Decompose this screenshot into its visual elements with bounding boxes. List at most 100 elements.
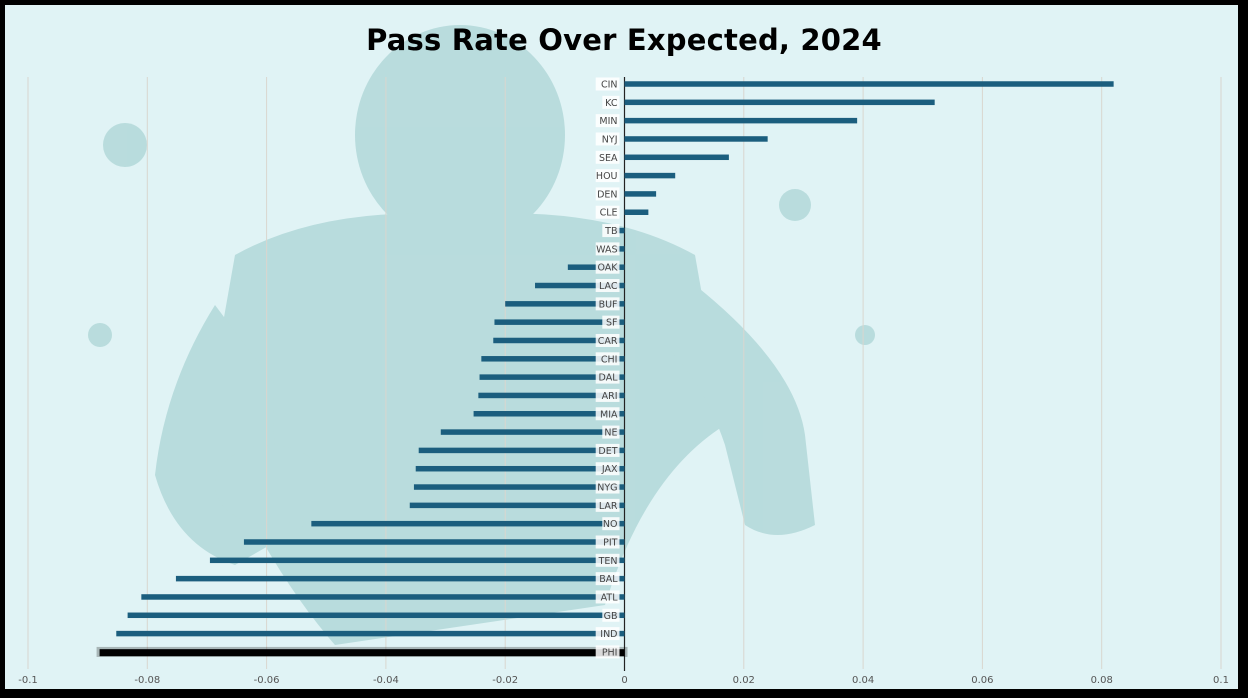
team-label: GB <box>604 611 618 622</box>
x-tick-label: -0.02 <box>492 675 518 686</box>
team-label: IND <box>600 629 617 640</box>
bar <box>624 117 858 124</box>
team-label-bg <box>595 205 620 219</box>
bar <box>624 191 657 197</box>
team-label-bg <box>602 224 620 238</box>
x-tick-label: 0.02 <box>733 675 755 686</box>
team-label: NYG <box>597 483 617 494</box>
bar <box>311 520 625 527</box>
bar <box>440 429 625 435</box>
bar <box>209 557 625 564</box>
x-tick-label: -0.08 <box>134 675 160 686</box>
team-label: DET <box>598 446 617 457</box>
team-label-bg <box>595 407 620 421</box>
team-label-bg <box>595 150 620 164</box>
team-label: WAS <box>596 244 617 255</box>
team-label-bg <box>602 425 620 439</box>
x-tick-label: 0.08 <box>1091 675 1113 686</box>
team-label-bg <box>595 388 620 402</box>
paint-splatter <box>855 325 875 345</box>
bar <box>413 484 625 490</box>
paint-splatter <box>779 189 811 221</box>
team-label: ATL <box>601 592 619 603</box>
team-label-bg <box>595 370 620 384</box>
team-label-bg <box>595 77 620 91</box>
team-label: NO <box>603 519 618 530</box>
team-label: BUF <box>599 299 618 310</box>
paint-splatter <box>103 123 147 167</box>
bar <box>493 337 625 344</box>
team-label: NE <box>604 428 617 439</box>
team-label-bg <box>595 242 620 256</box>
x-tick-label: 0 <box>621 675 627 686</box>
x-tick-label: 0.1 <box>1213 675 1229 686</box>
team-label-bg <box>595 279 620 293</box>
team-label-bg <box>595 352 620 366</box>
team-label: KC <box>605 98 618 109</box>
team-label: HOU <box>596 171 618 182</box>
football-shape <box>215 445 325 525</box>
team-label-bg <box>595 187 620 201</box>
bar <box>415 465 625 472</box>
team-label: DAL <box>599 373 619 384</box>
chart-frame: Pass Rate Over Expected, 2024 -0.1 -0.08-… <box>5 5 1238 689</box>
team-label: LAR <box>599 501 618 512</box>
team-label-bg <box>595 333 620 347</box>
bar <box>624 99 935 106</box>
team-label-bg <box>595 297 620 311</box>
bar <box>624 81 1114 87</box>
left-arm-shape <box>155 305 305 565</box>
bar <box>615 227 625 234</box>
team-label: DEN <box>597 189 617 200</box>
team-label: ARI <box>602 391 618 402</box>
team-label: CHI <box>601 354 618 365</box>
bar <box>116 630 625 637</box>
team-label: PHI <box>602 647 618 658</box>
team-label-bg <box>595 260 620 274</box>
team-label: MIA <box>600 409 618 420</box>
team-label-bg <box>595 169 620 183</box>
team-label: BAL <box>599 574 618 585</box>
bar <box>624 154 729 161</box>
bar <box>624 136 768 142</box>
paint-splatter <box>88 323 112 347</box>
x-tick-label: -0.04 <box>373 675 399 686</box>
team-label-bg <box>595 132 620 146</box>
x-tick-label: 0.06 <box>971 675 993 686</box>
bar-highlighted <box>99 649 625 657</box>
team-label-bg <box>595 627 620 641</box>
team-label: TEN <box>598 556 618 567</box>
helmet-shape <box>355 25 565 245</box>
bar <box>481 356 625 362</box>
bar <box>615 246 625 252</box>
team-label-bg <box>595 480 620 494</box>
team-label: PIT <box>603 538 618 549</box>
team-label: CIN <box>601 80 618 91</box>
bar <box>243 539 625 545</box>
bar <box>409 502 625 509</box>
team-label-bg <box>602 517 620 531</box>
bar <box>418 447 625 454</box>
team-label-bg <box>595 590 620 604</box>
x-tick-label: -0.1 <box>18 675 38 686</box>
bar <box>535 282 625 289</box>
team-label-bg <box>595 535 620 549</box>
bar <box>624 172 676 179</box>
bar <box>505 301 625 307</box>
bar <box>127 612 625 619</box>
bar <box>494 319 625 325</box>
bar <box>479 374 625 380</box>
bar <box>473 411 625 417</box>
team-label: NYJ <box>602 134 618 145</box>
team-label: TB <box>604 226 617 237</box>
team-label-bg <box>595 572 620 586</box>
team-label-bg <box>595 114 620 128</box>
bar <box>478 392 625 399</box>
team-label-bg <box>602 95 620 109</box>
bar <box>141 594 625 600</box>
team-label-bg <box>602 315 620 329</box>
x-tick-label: 0.04 <box>852 675 874 686</box>
right-arm-shape <box>665 285 815 535</box>
team-label-bg <box>595 443 620 457</box>
x-tick-label: -0.06 <box>254 675 280 686</box>
